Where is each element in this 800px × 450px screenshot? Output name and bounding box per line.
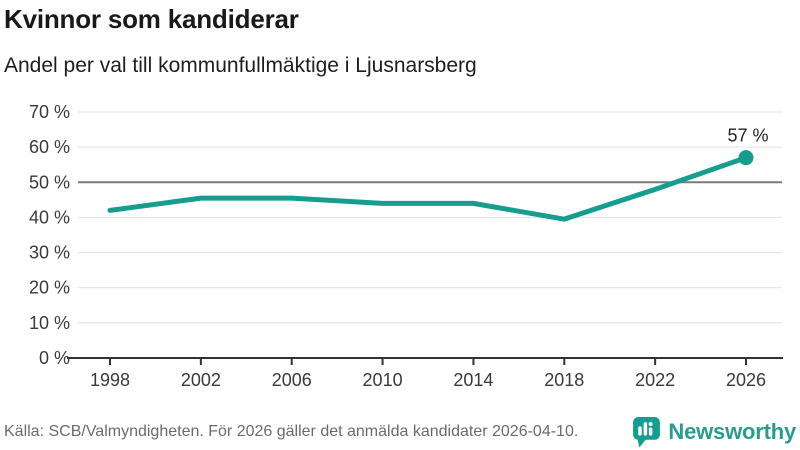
y-tick-label: 0 % (39, 348, 70, 368)
y-tick-label: 50 % (29, 172, 70, 192)
data-line (107, 155, 749, 222)
newsworthy-logo-text: Newsworthy (668, 419, 796, 444)
x-tick-label: 2010 (363, 370, 403, 390)
x-tick-label: 2006 (272, 370, 312, 390)
y-tick-label: 30 % (29, 243, 70, 263)
chart-subtitle: Andel per val till kommunfullmäktige i L… (4, 54, 477, 77)
source-note: Källa: SCB/Valmyndigheten. För 2026 gäll… (4, 423, 579, 440)
chart-title: Kvinnor som kandiderar (4, 4, 299, 34)
newsworthy-logo-icon (633, 416, 661, 447)
newsworthy-logo[interactable]: Newsworthy (631, 416, 796, 448)
end-point-dot (738, 150, 754, 166)
x-tick-label: 2026 (726, 370, 766, 390)
x-tick-label: 2014 (453, 370, 493, 390)
x-tick-label: 1998 (90, 370, 130, 390)
y-tick-label: 10 % (29, 313, 70, 333)
line-chart: 0 % 10 % 20 % 30 % 40 % 50 % 60 % 70 % 1998 2002 2… (29, 102, 783, 390)
y-tick-label: 70 % (29, 102, 70, 122)
x-tick-label: 2002 (181, 370, 221, 390)
y-tick-label: 20 % (29, 278, 70, 298)
y-tick-label: 60 % (29, 137, 70, 157)
x-tick-label: 2022 (635, 370, 675, 390)
end-point-label: 57 % (727, 126, 768, 146)
y-tick-label: 40 % (29, 207, 70, 227)
x-tick-label: 2018 (544, 370, 584, 390)
footer: Källa: SCB/Valmyndigheten. För 2026 gäll… (0, 414, 800, 450)
